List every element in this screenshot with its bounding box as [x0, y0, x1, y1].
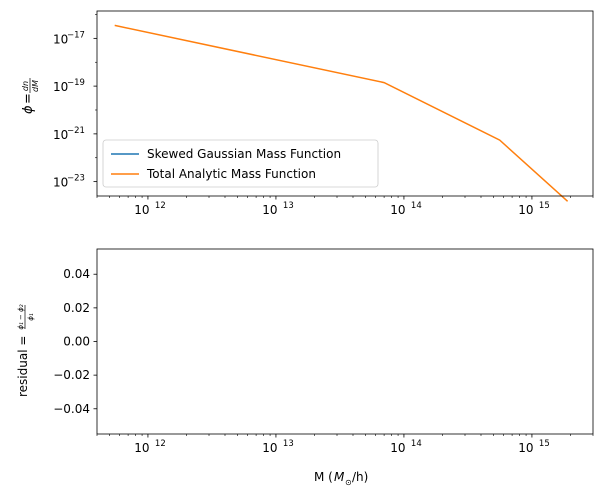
x-tick-label: 10 [518, 441, 533, 455]
legend-box [102, 139, 379, 188]
resid-denominator: ϕ₁ [27, 313, 35, 321]
y-tick-label: 0.00 [63, 335, 90, 349]
y-tick-label: 10 [53, 128, 68, 142]
top-ylabel: ϕ = dn dM [21, 78, 40, 114]
x-tick-label: 10 [390, 203, 405, 217]
y-tick-label: −0.02 [53, 368, 90, 382]
frac-numerator: dn [21, 81, 30, 91]
bottom-ylabel: residual = ϕ₁ − ϕ₂ ϕ₁ [16, 304, 35, 397]
x-tick-label: 10 [262, 203, 277, 217]
axes-frame [96, 10, 594, 197]
x-tick-label: 10 [134, 441, 149, 455]
residual-word: residual = [16, 336, 30, 397]
x-tick-exponent: 13 [283, 439, 294, 449]
y-tick-label: 10 [53, 80, 68, 94]
legend-label-1: Skewed Gaussian Mass Function [147, 147, 341, 161]
x-tick-exponent: 12 [155, 201, 166, 211]
axes-top: 10 12 10 13 10 14 10 1510−1710−1910−2110−23Skew… [53, 10, 594, 217]
x-tick-exponent: 15 [539, 439, 550, 449]
x-tick-exponent: 14 [411, 201, 422, 211]
xlabel-suffix: /h) [352, 470, 368, 484]
x-tick-exponent: 12 [155, 439, 166, 449]
x-tick-exponent: 13 [283, 201, 294, 211]
x-tick-label: 10 [134, 203, 149, 217]
bottom-xlabel: M ( M ⊙ /h) [314, 470, 368, 487]
frac-denominator: dM [31, 80, 40, 92]
x-tick-label: 10 [262, 441, 277, 455]
y-tick-exponent: −19 [67, 78, 85, 88]
y-tick-label: 0.02 [63, 301, 90, 315]
resid-numerator: ϕ₁ − ϕ₂ [17, 304, 25, 329]
y-tick-label: −0.04 [53, 402, 90, 416]
axes-frame [96, 248, 594, 435]
phi-symbol: ϕ [21, 105, 36, 114]
x-tick-label: 10 [390, 441, 405, 455]
equals-sign: = [21, 93, 36, 104]
series-line-2 [114, 24, 569, 202]
y-tick-exponent: −23 [67, 174, 85, 184]
y-tick-label: 0.04 [63, 267, 90, 281]
legend: Skewed Gaussian Mass Function Total Analy… [102, 139, 379, 188]
y-tick-label: 10 [53, 32, 68, 46]
xlabel-sun: ⊙ [345, 478, 352, 487]
xlabel-m: M [334, 470, 345, 484]
y-tick-exponent: −17 [67, 30, 85, 40]
legend-label-2: Total Analytic Mass Function [146, 167, 316, 181]
xlabel-prefix: M ( [314, 470, 333, 484]
x-tick-label: 10 [518, 203, 533, 217]
y-tick-exponent: −21 [67, 126, 85, 136]
charts-layer: 10 12 10 13 10 14 10 1510−1710−1910−2110−23Skew… [53, 10, 594, 455]
x-tick-exponent: 14 [411, 439, 422, 449]
x-tick-exponent: 15 [539, 201, 550, 211]
y-tick-label: 10 [53, 176, 68, 190]
axes-bottom: 10 12 10 13 10 14 10 15 0.04 0.02 0.00 −0.02 −0.04 [53, 248, 594, 455]
